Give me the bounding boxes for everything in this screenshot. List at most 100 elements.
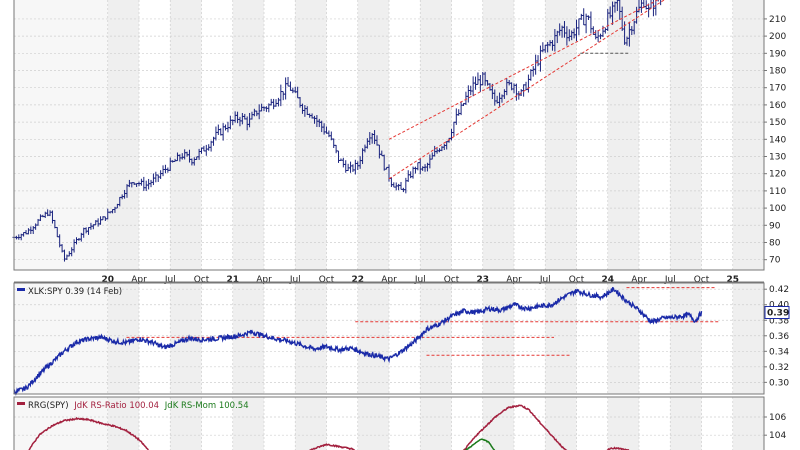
rs-last-value: 0.39 [767, 308, 789, 318]
rrg-legend-prefix: RRG(SPY) [28, 401, 69, 411]
price-bar [224, 124, 228, 131]
price-bar [654, 0, 657, 16]
price-bar [346, 163, 350, 171]
price-bar [526, 74, 530, 93]
x-tick-label: Oct [444, 275, 460, 285]
price-bar [416, 162, 420, 171]
price-bar [353, 159, 357, 175]
y-tick-label: 90 [769, 221, 781, 231]
price-bar [351, 164, 355, 172]
x-tick-label: Jul [164, 275, 176, 285]
price-bar [159, 170, 163, 180]
price-bar [284, 77, 288, 100]
stripe [420, 283, 452, 394]
price-axis: 70 80 90 100 110 120 130 140 150 160 170 180 190 200 2… [764, 15, 786, 266]
price-bar [349, 161, 353, 173]
stripe [420, 397, 452, 450]
price-bar [394, 182, 398, 191]
price-bar [660, 0, 662, 6]
x-tick-label: Jul [664, 275, 676, 285]
rs-ratio-line [28, 404, 630, 450]
stripe [295, 397, 327, 450]
price-bar [536, 55, 540, 67]
trend-channel [388, 0, 665, 180]
price-bar [156, 174, 160, 182]
y-tick-label: 0.34 [769, 347, 789, 357]
relative-strength-levels [126, 287, 721, 356]
y-tick-label: 130 [769, 152, 786, 162]
price-bar [161, 165, 165, 177]
stripe [107, 0, 139, 270]
x-tick-label: 22 [351, 275, 364, 285]
price-bar [406, 170, 410, 182]
x-tick-label: Apr [131, 275, 147, 285]
rs-momentum-line [465, 438, 496, 450]
relative-strength-axis: 0.30 0.32 0.34 0.36 0.38 0.40 0.42 [764, 285, 789, 388]
stripe [670, 397, 702, 450]
price-bar [538, 45, 542, 72]
stripe [545, 397, 577, 450]
stripe [232, 0, 264, 270]
x-tick-label: 20 [101, 275, 114, 285]
rrg-axis: 104 106 [764, 413, 786, 441]
stripe [107, 397, 139, 450]
stripe [482, 283, 514, 394]
stripe [545, 283, 577, 394]
y-tick-label: 190 [769, 49, 786, 59]
y-tick-label: 200 [769, 32, 786, 42]
y-tick-label: 150 [769, 118, 786, 128]
stripe [732, 0, 764, 270]
price-bar [541, 42, 545, 53]
price-bar [452, 121, 456, 137]
stripe [732, 397, 764, 450]
stripe [607, 397, 639, 450]
price-bar [281, 91, 285, 101]
price-bar [144, 180, 148, 191]
x-tick-label: Apr [256, 275, 272, 285]
price-bar [599, 33, 603, 40]
price-bar [214, 126, 218, 141]
gridlines [14, 0, 764, 450]
price-bar [149, 179, 153, 188]
stripe [357, 397, 389, 450]
price-bar [264, 106, 268, 112]
stripe [420, 0, 452, 270]
panel-frames [13, 0, 765, 450]
x-tick-label: Oct [569, 275, 585, 285]
stripe [232, 397, 264, 450]
y-tick-label: 100 [769, 204, 786, 214]
price-bar [531, 66, 535, 77]
price-bar [332, 138, 336, 149]
stripe [670, 283, 702, 394]
stripe [607, 0, 639, 270]
price-bar [291, 87, 295, 94]
price-bar [288, 81, 292, 91]
price-bar [204, 144, 208, 156]
x-tick-label: 25 [726, 275, 739, 285]
y-tick-label: 106 [769, 413, 786, 423]
stripe [14, 0, 108, 270]
price-bars [12, 0, 662, 262]
channel-upper-line [388, 0, 659, 140]
price-bar [639, 0, 643, 13]
price-bar [464, 91, 468, 105]
x-tick-label: 23 [476, 275, 489, 285]
date-axis: 20 Apr Jul Oct 21 Apr Jul Oct 22 Apr Jul Oct 23 Apr Ju… [101, 275, 739, 285]
rrg-legend: RRG(SPY) JdK RS-Ratio 100.04 JdK RS-Mom … [17, 401, 249, 411]
rrg-series [28, 404, 630, 450]
price-bar [471, 76, 475, 97]
price-bar [397, 183, 401, 191]
y-tick-label: 160 [769, 101, 786, 111]
price-bar [399, 181, 403, 190]
price-bar [657, 0, 659, 2]
x-tick-label: 24 [601, 275, 614, 285]
price-bar [154, 171, 158, 183]
stripe [295, 0, 327, 270]
relative-strength-line [13, 286, 703, 396]
stripe [170, 0, 202, 270]
price-bar [649, 0, 653, 9]
price-bar [589, 11, 593, 34]
y-tick-label: 110 [769, 187, 786, 197]
y-tick-label: 0.30 [769, 378, 789, 388]
